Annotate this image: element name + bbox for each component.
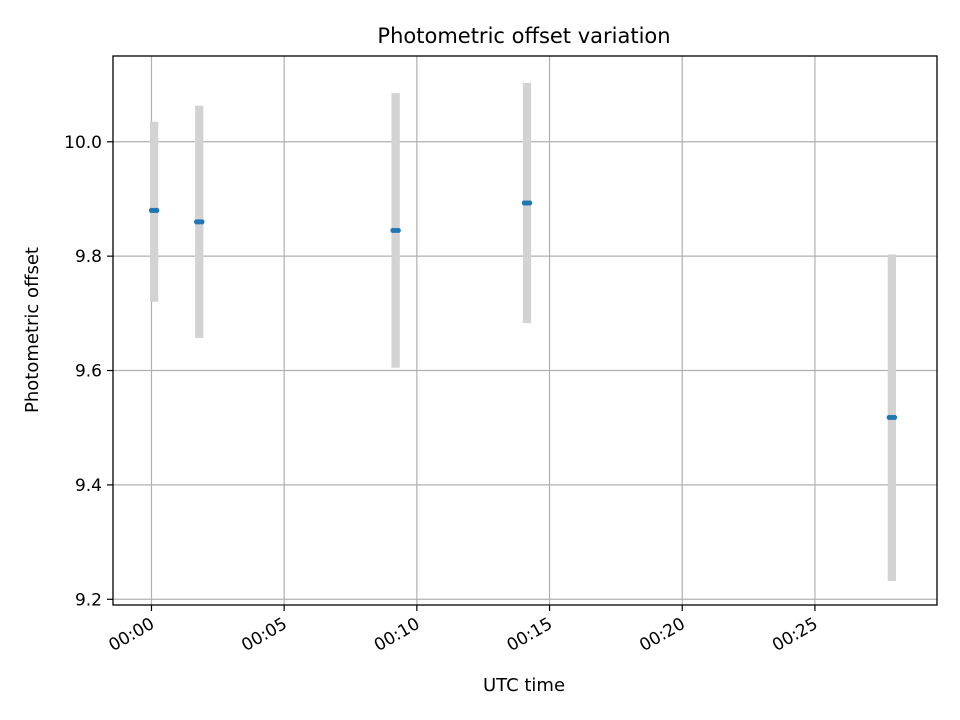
data-point [527,200,533,206]
data-point [199,219,205,225]
y-tick-label: 9.6 [75,362,102,382]
point-layer [148,200,898,421]
chart-title: Photometric offset variation [377,24,670,48]
y-tick-label: 10.0 [64,133,102,153]
plot-area [112,55,938,606]
plot-frame [112,55,938,606]
y-tick-label: 9.8 [75,247,102,267]
y-axis: 9.2 9.4 9.6 9.8 10.0 [64,133,113,610]
data-point [891,414,898,421]
data-point [395,227,401,234]
data-point [154,207,160,214]
y-tick-label: 9.4 [75,476,102,496]
y-axis-title: Photometric offset [22,247,43,413]
y-tick-label: 9.2 [75,590,102,610]
x-axis-title: UTC time [483,675,565,696]
